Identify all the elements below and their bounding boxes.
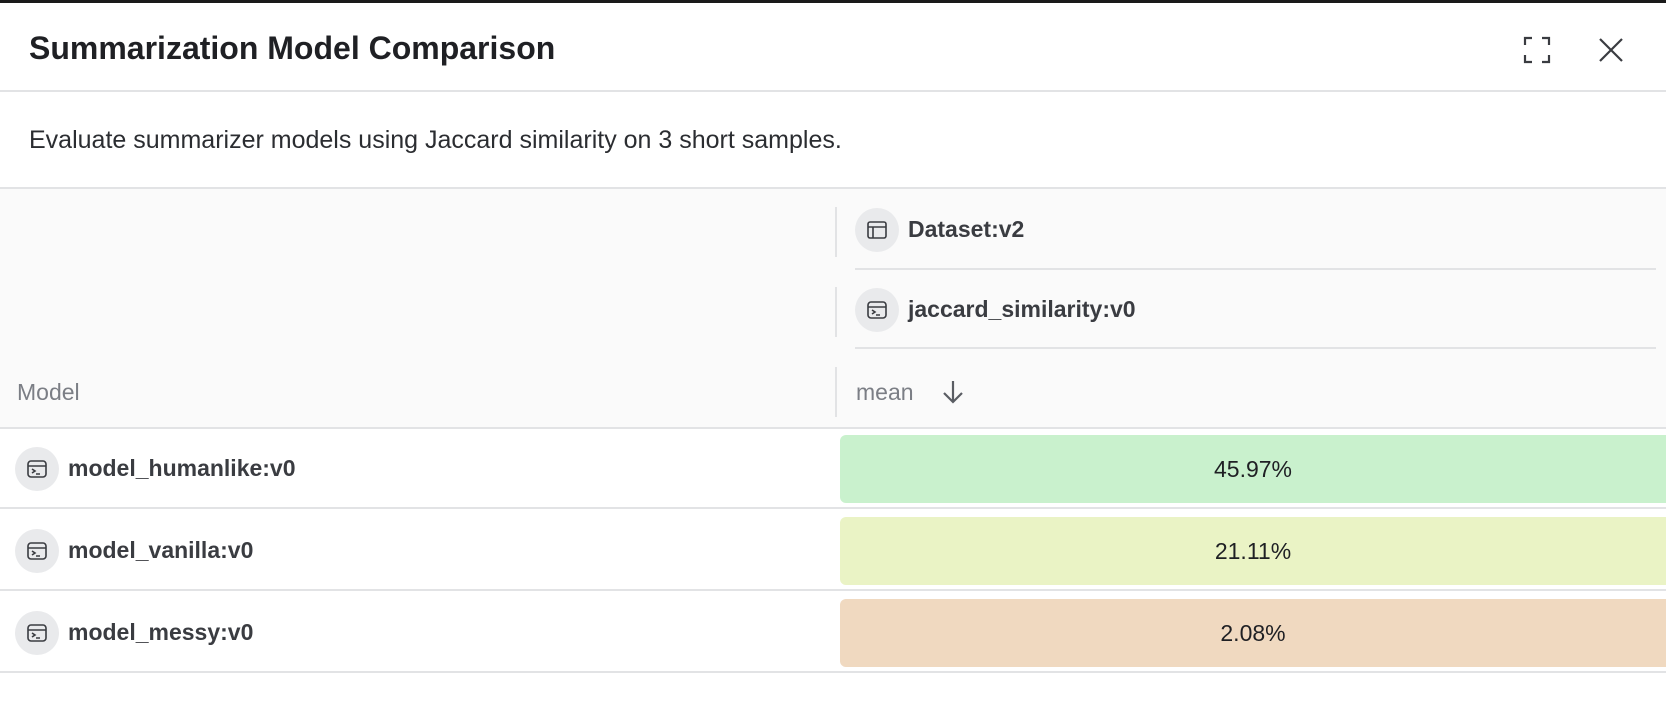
scorer-label[interactable]: jaccard_similarity:v0 (908, 296, 1136, 322)
model-icon (15, 611, 59, 655)
mean-column-header[interactable]: mean (856, 379, 914, 405)
divider (835, 287, 837, 337)
close-icon[interactable] (1595, 34, 1627, 66)
divider (855, 268, 1656, 270)
divider (835, 367, 837, 417)
model-name[interactable]: model_vanilla:v0 (68, 537, 254, 563)
model-name[interactable]: model_humanlike:v0 (68, 455, 296, 481)
table-icon (855, 208, 899, 252)
mean-score-cell: 45.97% (840, 435, 1666, 503)
mean-score-cell: 2.08% (840, 599, 1666, 667)
model-name[interactable]: model_messy:v0 (68, 619, 254, 645)
sort-descending-icon[interactable] (940, 378, 966, 411)
table-row[interactable]: model_messy:v0 2.08% (0, 593, 1666, 673)
model-icon (15, 529, 59, 573)
dataset-label[interactable]: Dataset:v2 (908, 216, 1025, 242)
model-column-header[interactable]: Model (17, 379, 80, 405)
scorer-icon (855, 288, 899, 332)
expand-icon[interactable] (1521, 34, 1553, 66)
mean-score-cell: 21.11% (840, 517, 1666, 585)
table-header: Dataset:v2 jaccard_similarity:v0 Model m… (0, 187, 1666, 429)
description: Evaluate summarizer models using Jaccard… (29, 126, 842, 154)
divider (855, 347, 1656, 349)
table-row[interactable]: model_vanilla:v0 21.11% (0, 511, 1666, 591)
dialog-header: Summarization Model Comparison (0, 6, 1666, 92)
table-row[interactable]: model_humanlike:v0 45.97% (0, 429, 1666, 509)
dialog-title: Summarization Model Comparison (29, 30, 556, 66)
model-icon (15, 447, 59, 491)
divider (835, 207, 837, 257)
